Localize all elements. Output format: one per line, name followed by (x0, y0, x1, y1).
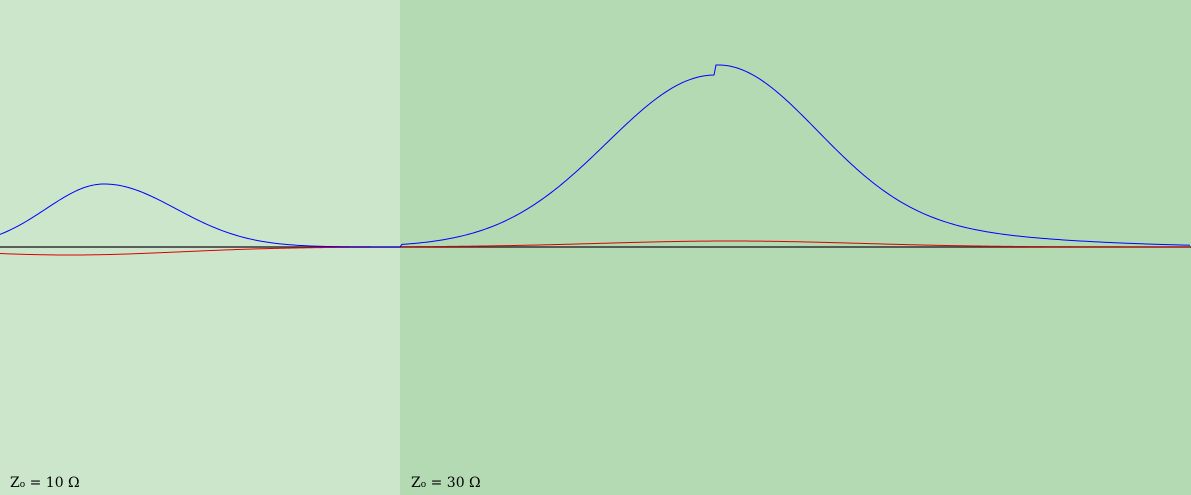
reflected-wave-curve (0, 240, 1190, 256)
impedance-value: = 10 Ω (29, 475, 80, 491)
impedance-symbol: Z (10, 475, 20, 491)
impedance-label-left: Zo = 10 Ω (10, 475, 80, 491)
impedance-label-right: Zo = 30 Ω (411, 475, 481, 491)
impedance-subscript: o (420, 480, 427, 490)
impedance-subscript: o (19, 480, 26, 490)
impedance-value: = 30 Ω (430, 475, 481, 491)
incident-wave-curve (0, 64, 1191, 248)
impedance-symbol: Z (411, 475, 421, 491)
